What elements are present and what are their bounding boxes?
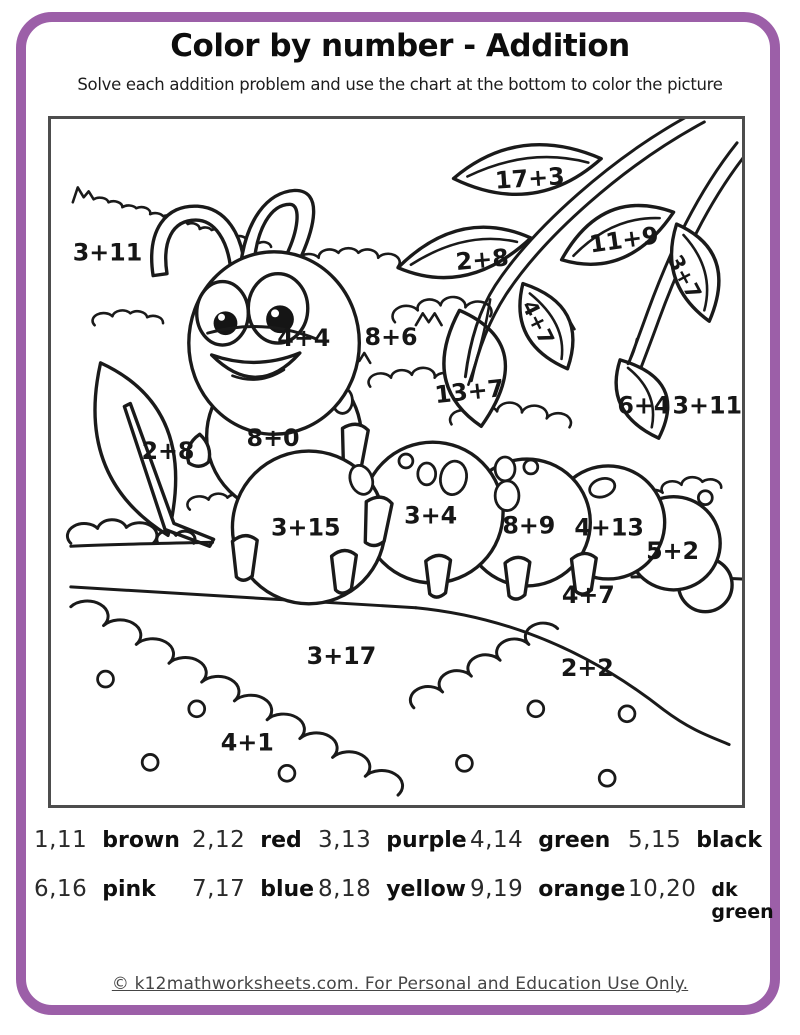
key-numbers: 9,19 [470,876,524,902]
math-problem: 6+4 [617,391,670,419]
math-problem: 2+8 [141,437,194,465]
ground-horizon-line [69,585,418,610]
math-problem: 17+3 [494,162,565,195]
foot-3 [424,553,453,599]
key-item-orange: 9,19 orange [470,876,628,916]
path-curve [414,606,731,747]
body-spots [328,358,617,512]
key-numbers: 6,16 [34,876,88,902]
grass-scallop-left [69,599,405,797]
key-color-name: pink [102,877,156,902]
color-key: 1,11 brown 2,12 red 3,13 purple 4,14 gre… [0,827,800,923]
math-problem: 4+1 [221,728,274,756]
key-item-red: 2,12 red [192,827,318,867]
math-problem: 5+2 [646,537,699,565]
key-item-blue: 7,17 blue [192,876,318,916]
copyright-footer: © k12mathworksheets.com. For Personal an… [111,974,689,994]
math-problem: 3+11 [673,391,742,419]
key-numbers: 10,20 [628,876,697,902]
key-color-name: green [538,828,611,853]
key-numbers: 3,13 [318,827,372,853]
key-item-dk-green: 10,20 dk green [628,876,774,923]
key-item-green: 4,14 green [470,827,628,867]
key-numbers: 1,11 [34,827,88,853]
smile-mouth [209,351,302,379]
key-color-name: black [696,828,763,853]
caterpillar-line-art: 3+11 17+3 2+8 11+9 3+7 4+4 8+6 4+7 13+7 … [65,119,742,797]
foot-mid [363,495,394,548]
foot-1 [230,533,259,582]
key-item-pink: 6,16 pink [34,876,192,916]
leaf-stick [122,401,216,548]
pebbles [96,489,714,788]
page-instructions: Solve each addition problem and use the … [77,75,723,94]
worksheet-picture-frame: 3+11 17+3 2+8 11+9 3+7 4+4 8+6 4+7 13+7 … [48,116,745,808]
key-color-name: orange [538,877,626,902]
grass-scallop-right [408,621,560,710]
front-leg-left [185,432,212,468]
big-leaf-left [93,361,216,548]
foot-4 [503,555,532,601]
math-problem: 3+4 [404,501,457,529]
key-numbers: 2,12 [192,827,246,853]
brow-line [206,325,319,341]
key-item-yellow: 8,18 yellow [318,876,470,916]
math-problem: 8+0 [247,424,300,452]
math-problem: 4+4 [277,324,330,352]
key-color-name: yellow [386,877,467,902]
key-numbers: 5,15 [628,827,682,853]
page-title: Color by number - Addition [170,28,630,64]
math-problem: 2+8 [455,243,510,276]
math-problem: 3+11 [73,239,143,267]
key-color-name: dk green [711,879,774,923]
key-color-name: red [260,828,302,853]
key-color-name: brown [102,828,180,853]
math-problem: 8+6 [365,323,418,351]
math-problem: 3+15 [271,513,341,541]
math-problem: 4+7 [562,581,615,609]
key-numbers: 4,14 [470,827,524,853]
face [195,271,319,381]
key-color-name: blue [260,877,315,902]
math-problem: 8+9 [502,511,555,539]
key-item-black: 5,15 black [628,827,774,867]
key-numbers: 7,17 [192,876,246,902]
key-numbers: 8,18 [318,876,372,902]
key-item-purple: 3,13 purple [318,827,470,867]
math-problem: 4+13 [574,513,644,541]
math-problem: 3+17 [307,642,377,670]
key-color-name: purple [386,828,467,853]
caterpillar [150,188,734,614]
math-problem: 2+2 [561,654,614,682]
leaves-front [518,222,721,440]
foot-2 [329,548,359,595]
key-item-brown: 1,11 brown [34,827,192,867]
foot-5 [569,551,598,596]
